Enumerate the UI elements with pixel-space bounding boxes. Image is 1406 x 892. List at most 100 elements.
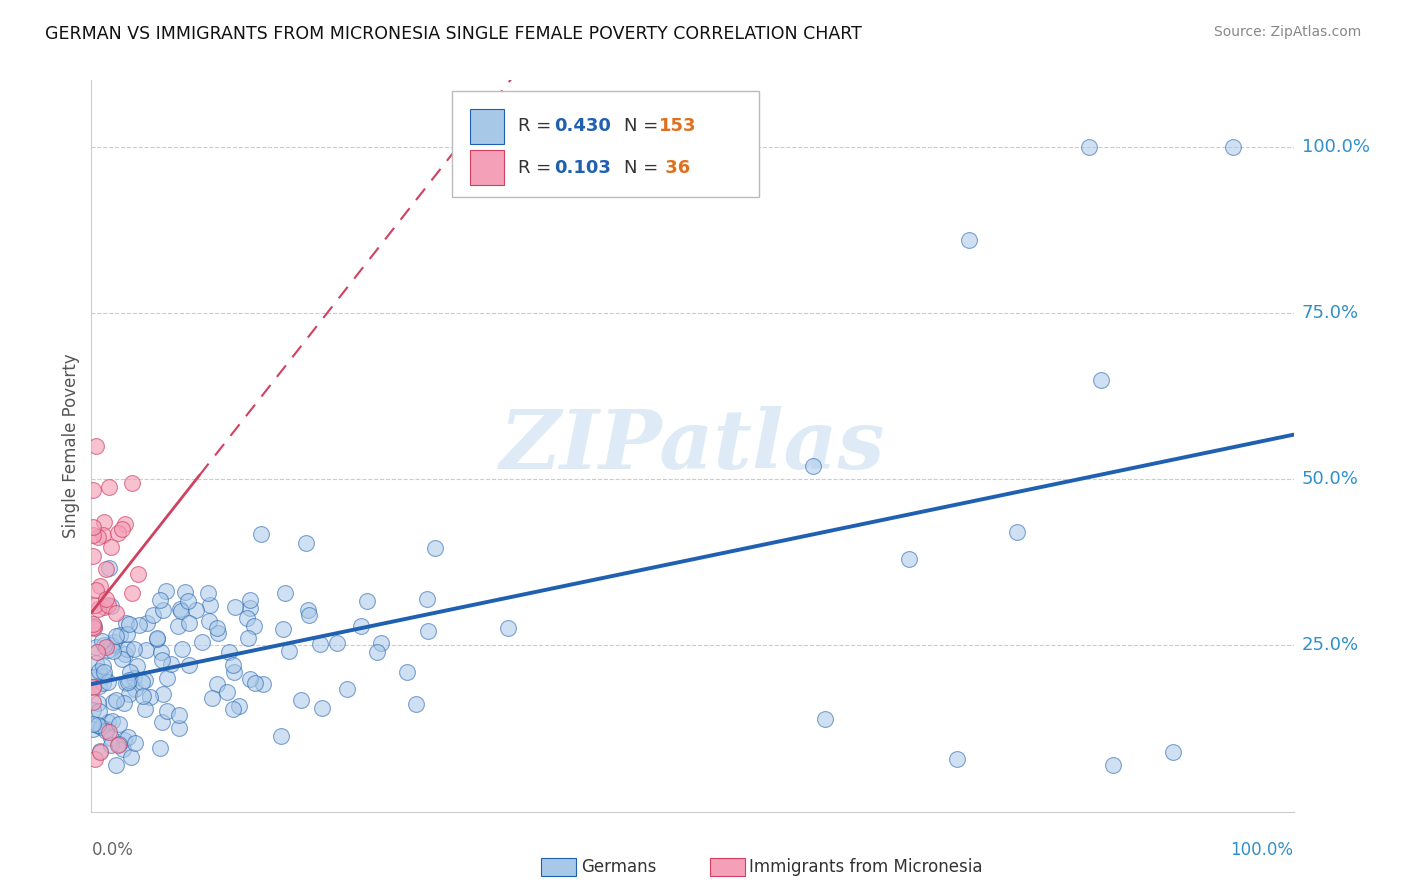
Point xyxy=(82,617,104,632)
Point xyxy=(191,635,214,649)
Point xyxy=(270,729,292,743)
Point xyxy=(311,701,333,715)
Point xyxy=(224,599,246,614)
Point xyxy=(207,625,229,640)
Text: 100.0%: 100.0% xyxy=(1230,841,1294,859)
Point xyxy=(93,515,115,529)
Point xyxy=(93,600,115,615)
Point xyxy=(104,692,127,706)
Point xyxy=(325,635,347,649)
Point xyxy=(132,689,155,703)
Point xyxy=(1102,758,1125,772)
Point xyxy=(98,725,121,739)
Point xyxy=(134,702,156,716)
Point xyxy=(118,665,141,679)
Point xyxy=(115,626,138,640)
Point xyxy=(169,602,191,616)
Point xyxy=(98,560,121,574)
Point xyxy=(156,671,179,685)
Point xyxy=(117,675,139,690)
Point xyxy=(120,750,142,764)
Point xyxy=(112,742,135,756)
Point xyxy=(239,672,262,686)
Point xyxy=(146,632,169,646)
Point xyxy=(86,645,108,659)
Point xyxy=(250,527,273,541)
Point xyxy=(101,644,124,658)
Point xyxy=(127,566,149,581)
Point xyxy=(94,592,117,607)
Point xyxy=(336,682,359,697)
Point xyxy=(96,561,118,575)
Point xyxy=(177,593,200,607)
Point xyxy=(87,664,110,678)
Point xyxy=(87,705,110,719)
Point xyxy=(156,705,179,719)
Point xyxy=(87,602,110,616)
Point xyxy=(184,603,207,617)
Text: 0.430: 0.430 xyxy=(554,118,612,136)
Point xyxy=(82,528,104,542)
Point xyxy=(152,687,174,701)
Point xyxy=(94,722,117,736)
Point xyxy=(115,675,138,690)
Point xyxy=(496,621,519,635)
Point xyxy=(112,696,135,710)
Point xyxy=(121,475,143,490)
Point xyxy=(177,657,200,672)
Point xyxy=(222,657,245,672)
Point xyxy=(105,629,128,643)
Point xyxy=(83,598,105,612)
Point xyxy=(117,730,139,744)
Point xyxy=(82,723,104,737)
Point xyxy=(131,675,153,690)
Point xyxy=(84,582,107,597)
Text: ZIPatlas: ZIPatlas xyxy=(499,406,886,486)
Point xyxy=(155,583,177,598)
Point xyxy=(82,717,104,731)
Point xyxy=(91,675,114,690)
Point xyxy=(1090,372,1112,386)
Point xyxy=(108,737,131,751)
Point xyxy=(82,620,104,634)
Point xyxy=(97,643,120,657)
Point xyxy=(84,640,107,654)
Point xyxy=(124,737,146,751)
Text: 0.103: 0.103 xyxy=(554,159,612,177)
Point xyxy=(205,677,228,691)
Point xyxy=(297,603,319,617)
Point xyxy=(104,607,127,621)
Point xyxy=(236,611,259,625)
Point xyxy=(418,624,440,638)
Point xyxy=(149,645,172,659)
Point xyxy=(897,552,920,566)
Point xyxy=(152,603,174,617)
Point xyxy=(108,628,131,642)
Point xyxy=(134,673,156,687)
Point xyxy=(245,676,267,690)
Point xyxy=(309,637,332,651)
Text: 75.0%: 75.0% xyxy=(1302,304,1360,322)
Point xyxy=(167,721,190,735)
Text: N =: N = xyxy=(624,159,664,177)
Point xyxy=(236,631,259,645)
Point xyxy=(84,751,107,765)
Point xyxy=(172,642,194,657)
Point xyxy=(121,586,143,600)
Text: Germans: Germans xyxy=(581,858,657,876)
Point xyxy=(405,697,427,711)
Point xyxy=(87,530,110,544)
Point xyxy=(170,604,193,618)
Point xyxy=(100,731,122,746)
Point xyxy=(94,724,117,739)
Point xyxy=(198,598,221,612)
Point xyxy=(142,607,165,622)
Point xyxy=(200,690,222,705)
Point xyxy=(252,677,274,691)
Point xyxy=(1078,140,1101,154)
Point xyxy=(243,619,266,633)
Point xyxy=(366,645,388,659)
Point xyxy=(198,614,221,628)
Point xyxy=(83,670,105,684)
Point xyxy=(97,675,120,690)
